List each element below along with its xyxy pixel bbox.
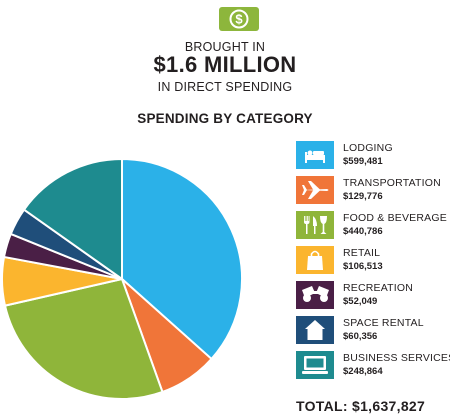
legend-label: TRANSPORTATION: [343, 177, 441, 189]
dollar-bill-icon: $: [216, 5, 262, 33]
legend-item-recreation: RECREATION $52,049: [296, 281, 450, 311]
legend-item-space-rental: SPACE RENTAL $60,356: [296, 316, 450, 346]
legend-label: LODGING: [343, 142, 393, 154]
legend-value: $440,786: [343, 226, 383, 237]
bed-icon: [296, 141, 334, 169]
shopping-bag-icon: [296, 246, 334, 274]
legend-item-lodging: LODGING $599,481: [296, 141, 450, 171]
legend-item-transportation: TRANSPORTATION $129,776: [296, 176, 450, 206]
total-amount-headline: $1.6 MILLION: [153, 52, 297, 77]
legend-label: RECREATION: [343, 282, 414, 294]
legend-value: $52,049: [343, 296, 378, 307]
legend-value: $106,513: [343, 261, 383, 272]
legend-item-business-services: BUSINESS SERVICES $248,864: [296, 351, 450, 381]
outro-text: IN DIRECT SPENDING: [157, 80, 293, 94]
house-icon: [296, 316, 334, 344]
total-label: TOTAL: $1,637,827: [296, 398, 426, 414]
airplane-icon: [296, 176, 334, 204]
binoculars-icon: [296, 281, 334, 309]
legend-value: $248,864: [343, 366, 383, 377]
svg-text:$: $: [235, 12, 243, 27]
legend-item-food-beverage: FOOD & BEVERAGE $440,786: [296, 211, 450, 241]
fork-knife-glass-icon: [296, 211, 334, 239]
legend-label: FOOD & BEVERAGE: [343, 212, 447, 224]
legend-value: $129,776: [343, 191, 383, 202]
legend-label: RETAIL: [343, 247, 381, 259]
chart-title: SPENDING BY CATEGORY: [137, 111, 313, 126]
pie-chart: [1, 157, 243, 400]
legend-label: SPACE RENTAL: [343, 317, 424, 329]
pie-slice-food-beverage: [3, 277, 164, 400]
legend-item-retail: RETAIL $106,513: [296, 246, 450, 276]
pie-slice-lodging: [121, 157, 243, 361]
intro-text: BROUGHT IN: [184, 40, 266, 54]
computer-icon: [296, 351, 334, 379]
legend-value: $60,356: [343, 331, 378, 342]
legend-label: BUSINESS SERVICES: [343, 352, 450, 364]
legend-value: $599,481: [343, 156, 383, 167]
pie-slice-business-services: [22, 157, 123, 281]
